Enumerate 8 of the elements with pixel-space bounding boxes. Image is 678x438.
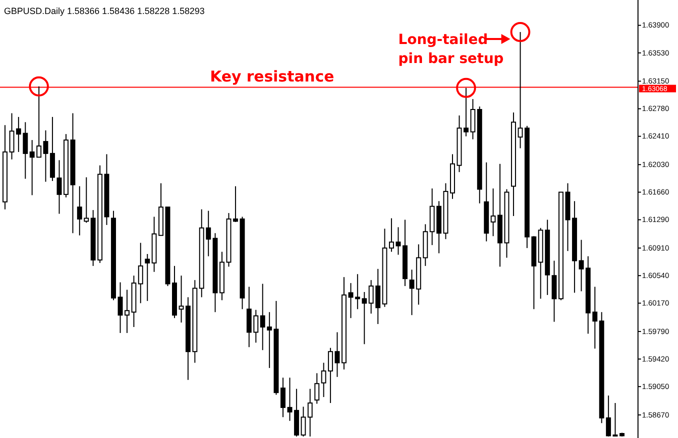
annotation: Key resistance [210,67,334,86]
annotation: Long-tailed pin bar setup [398,32,504,68]
candlestick [246,286,252,348]
candlestick [388,218,394,252]
candlestick [233,186,238,222]
candlestick [280,377,286,418]
text: GBPUSD.Daily 1.58366 1.58436 1.58228 1.58293 [4,6,205,16]
candlestick [77,186,82,236]
